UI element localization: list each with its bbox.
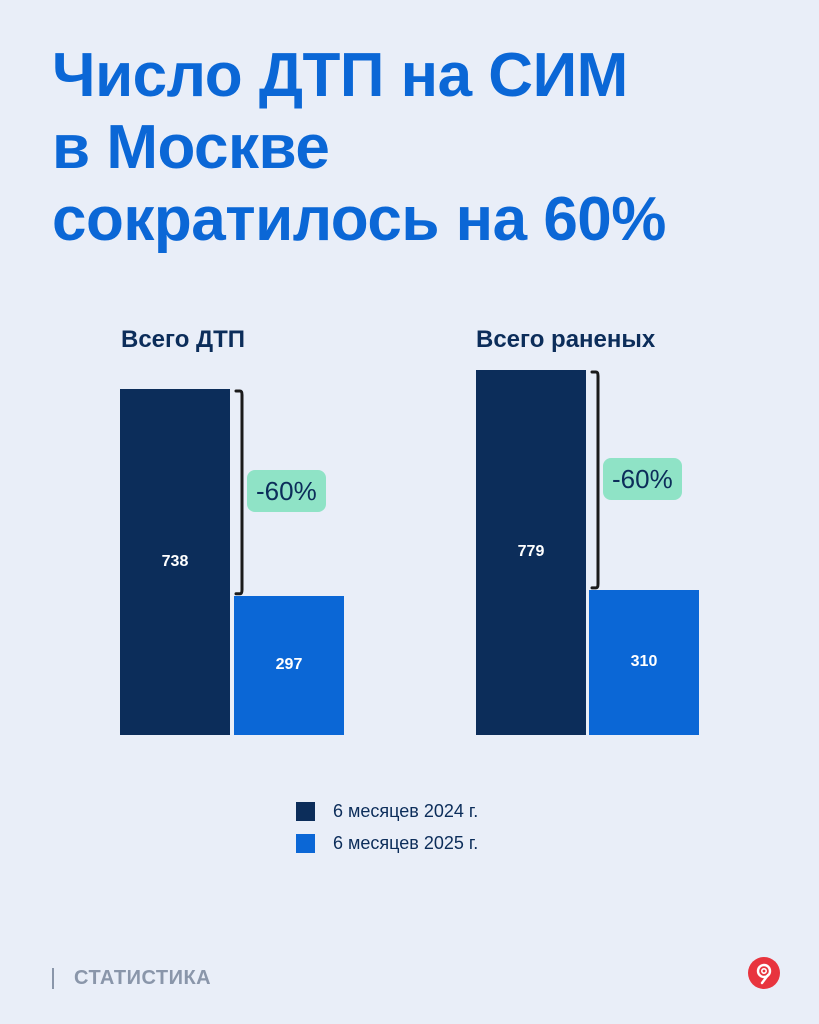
chart-title-total-injured: Всего раненых (476, 326, 656, 353)
title-line-3: сократилось на 60% (52, 185, 666, 254)
moscow-logo-icon (748, 957, 780, 989)
title-line-1: Число ДТП на СИМ (52, 41, 628, 110)
chart-title-total-accidents: Всего ДТП (121, 326, 246, 353)
change-badge: -60% (247, 470, 326, 513)
bar-2024-accidents (120, 389, 230, 735)
legend-label-2024: 6 месяцев 2024 г. (333, 800, 479, 821)
legend-swatch-2024 (296, 801, 315, 821)
change-badge: -60% (603, 457, 682, 500)
page-title: Число ДТП на СИМ в Москве сократилось на… (52, 40, 792, 256)
bar-value-label: 779 (517, 543, 545, 561)
footer-section-label: СТАТИСТИКА (74, 967, 212, 989)
bar-value-label: 297 (275, 656, 303, 674)
title-line-2: в Москве (52, 113, 330, 182)
bracket-icon (234, 389, 244, 596)
legend-swatch-2025 (296, 833, 315, 853)
bar-value-label: 738 (161, 553, 189, 570)
footer-divider (52, 968, 54, 989)
bar-2025-accidents (234, 595, 344, 735)
legend: 6 месяцев 2024 г. 6 месяцев 2025 г. (296, 800, 478, 864)
bar-2024-injured (476, 369, 586, 735)
bar-value-label: 310 (630, 653, 658, 671)
bracket-icon (590, 370, 600, 590)
bar-2025-injured (589, 589, 699, 735)
legend-item-2025: 6 месяцев 2025 г. (296, 832, 478, 854)
legend-item-2024: 6 месяцев 2024 г. (296, 800, 478, 822)
legend-label-2025: 6 месяцев 2025 г. (333, 832, 479, 853)
